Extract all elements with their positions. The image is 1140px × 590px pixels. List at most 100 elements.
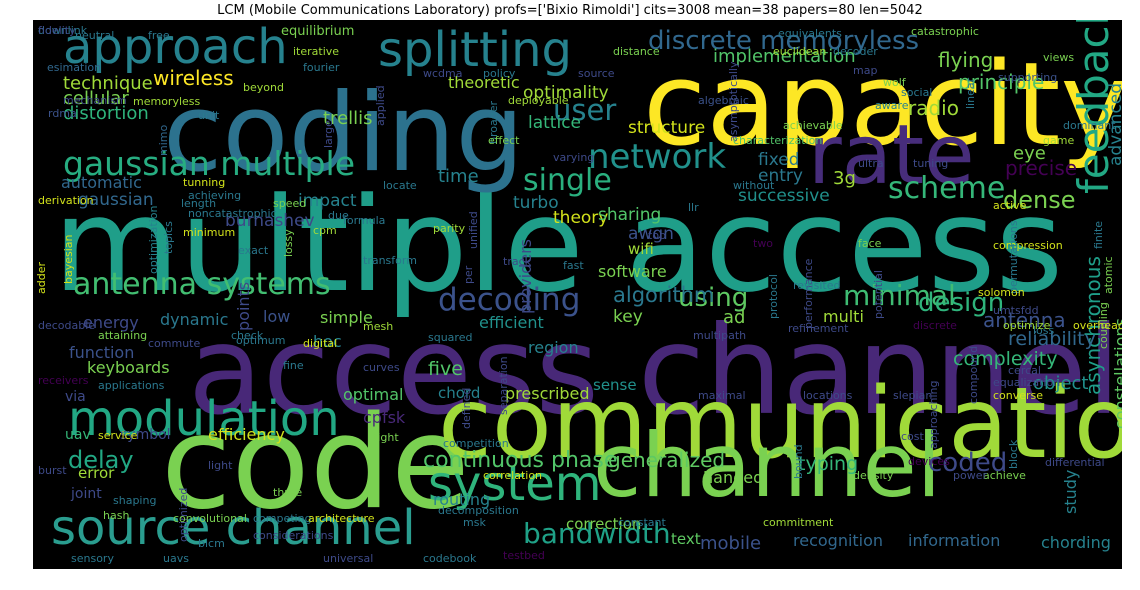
word-euclidean: euclidean — [773, 45, 827, 58]
word-digital: digital — [303, 337, 338, 350]
word-receivers: receivers — [38, 374, 89, 387]
word-neutral: neutral — [75, 29, 115, 42]
word-cloud: multiple access access channel capacity cod… — [33, 20, 1122, 569]
word-commitment: commitment — [763, 516, 834, 529]
word-study: study — [1061, 469, 1080, 514]
word-entry: entry — [758, 166, 803, 186]
word-information: information — [908, 531, 1001, 550]
word-impact: impact — [298, 191, 357, 211]
word-fast: fast — [563, 259, 584, 272]
word-mesh: mesh — [363, 320, 394, 333]
word-burst: burst — [38, 464, 67, 477]
word-correlation: correlation — [483, 469, 543, 482]
word-multiple-access: multiple access — [53, 169, 1064, 321]
word-compression: compression — [993, 239, 1063, 252]
word-adder: adder — [35, 262, 48, 294]
word-3g: 3g — [833, 168, 856, 189]
word-considerations: considerations — [253, 529, 334, 542]
word-commute: commute — [148, 337, 201, 350]
word-flying: flying — [938, 48, 994, 72]
word-automatic: automatic — [61, 173, 142, 192]
word-applied: applied — [374, 85, 387, 126]
word-slepian: slepian — [893, 389, 933, 402]
word-bandwidth: bandwidth — [523, 517, 671, 550]
figure-title: LCM (Mobile Communications Laboratory) p… — [217, 3, 923, 18]
word-eye: eye — [1013, 143, 1046, 164]
word-optimum: optimum — [236, 334, 286, 347]
word-achieving: achieving — [188, 189, 242, 202]
word-shaping: shaping — [113, 494, 157, 507]
word-downlink: downlink — [38, 24, 88, 37]
word-source-channel: source channel — [51, 500, 416, 556]
word-curves: curves — [363, 361, 400, 374]
word-umtsfdd: umtsfdd — [993, 304, 1039, 317]
word-capacity: capacity — [643, 38, 1122, 172]
word-theoretic: theoretic — [448, 73, 520, 92]
word-recognition: recognition — [793, 531, 884, 550]
word-achievable: achievable — [783, 119, 843, 132]
word-atomic: atomic — [1102, 256, 1115, 294]
word-achieve: achieve — [983, 469, 1026, 482]
word-system: system — [428, 456, 602, 512]
word-rdma: rdma — [48, 107, 77, 120]
word-energy: energy — [83, 313, 139, 332]
word-noncatastrophic: noncatastrophic — [188, 207, 277, 220]
word-reliability: reliability — [1008, 328, 1096, 350]
word-using: using — [678, 283, 749, 313]
word-compound: compound — [967, 345, 980, 404]
word-tunning: tunning — [183, 176, 226, 189]
word-power: power — [953, 469, 987, 482]
word-symbol: symbol — [120, 427, 171, 443]
word-finite: finite — [1092, 220, 1105, 249]
word-minimum: minimum — [183, 226, 236, 239]
word-mobile: mobile — [700, 533, 762, 554]
word-free: free — [148, 29, 170, 42]
word-uav: uav — [65, 427, 91, 443]
word-bound: bound — [792, 444, 805, 479]
word-lossy: lossy — [282, 229, 295, 257]
word-msk: msk — [463, 516, 486, 529]
word-code: code — [161, 389, 470, 538]
word-due: due — [328, 209, 349, 222]
word-access-channel: access channel — [188, 300, 1121, 442]
word-routing: routing — [433, 490, 491, 509]
word-differential: differential — [1045, 456, 1105, 469]
word-cpm: cpm — [313, 224, 337, 237]
word-overheads: overheads — [1073, 319, 1122, 332]
word-continuous-phase: continuous phase — [423, 448, 618, 473]
word-decoder: decoder — [833, 45, 878, 58]
word-characterization: characterization — [733, 134, 823, 147]
word-modulation: modulation — [68, 391, 340, 447]
word-multi: multi — [823, 307, 864, 326]
word-tight: tight — [373, 431, 399, 444]
word-coded: coded — [928, 448, 1008, 478]
word-architecture: architecture — [308, 512, 375, 525]
word-equilibrium: equilibrium — [281, 24, 355, 39]
word-theory: theory — [553, 208, 609, 228]
word-supporting: supporting — [998, 71, 1058, 84]
word-unified: unified — [467, 211, 480, 249]
word-formula: formula — [343, 214, 386, 227]
word-beyond: beyond — [243, 81, 284, 94]
word-equalization: equalization — [993, 376, 1061, 389]
word-approaching: approaching — [927, 380, 940, 450]
word-permutations: permutations — [1007, 220, 1020, 294]
word-design: design — [918, 288, 1005, 318]
word-mimo: mimo — [157, 124, 170, 156]
word-coding: coding — [163, 71, 525, 196]
word-devices: devices — [908, 455, 950, 468]
word-separation: separation — [497, 356, 510, 415]
word-single: single — [523, 163, 612, 198]
word-decodable: decodable — [38, 319, 96, 332]
word-fixed: fixed — [758, 150, 800, 170]
word-mechanism: mechanism — [63, 94, 127, 107]
word-object: object — [1033, 373, 1089, 394]
word-algebraic: algebraic — [698, 94, 749, 107]
word-effect: effect — [488, 134, 520, 147]
word-sense: sense — [593, 376, 637, 394]
word-efficiency: efficiency — [208, 425, 285, 444]
word-generalized: generalized — [608, 448, 726, 472]
word-handed: handed — [703, 468, 764, 487]
word-algorithm: algorithm — [613, 283, 715, 307]
word-loss: loss — [1033, 324, 1055, 337]
